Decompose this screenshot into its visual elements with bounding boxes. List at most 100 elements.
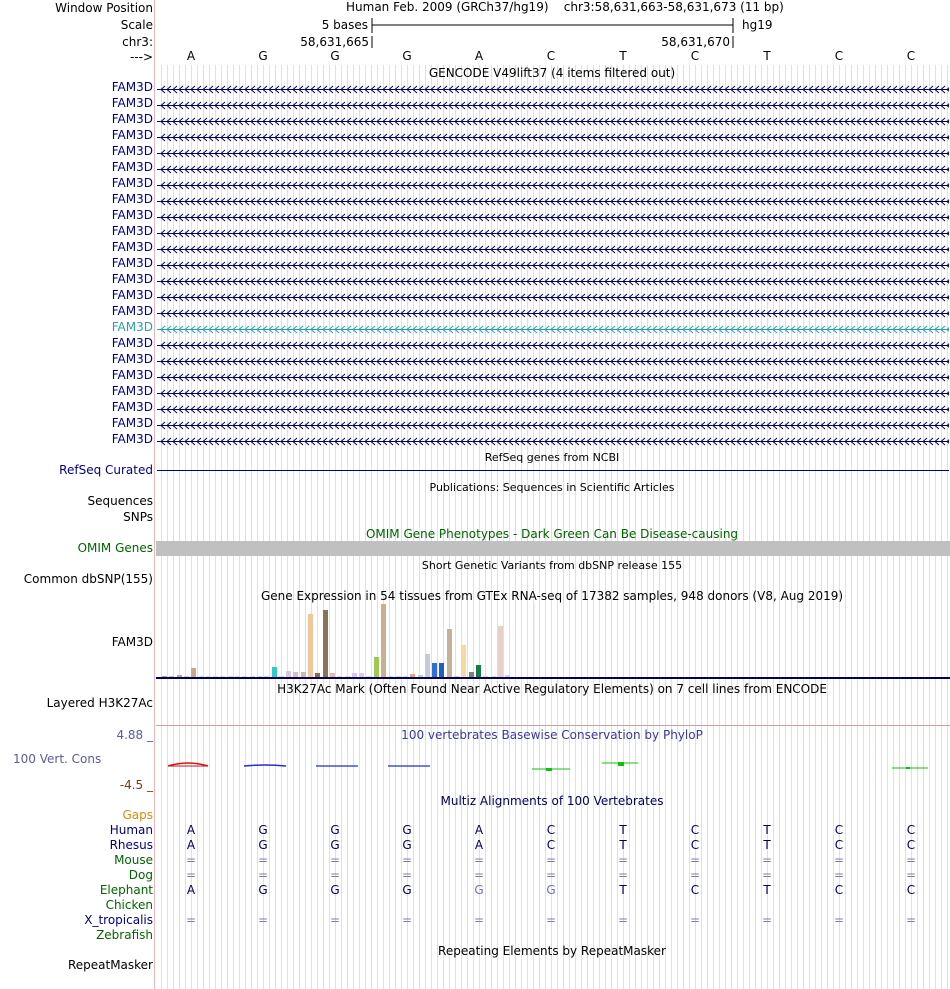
gencode-gene-label[interactable]: FAM3D [111,192,153,206]
gtex-tissue-bar[interactable] [417,675,423,677]
gencode-gene-label[interactable]: FAM3D [111,80,153,94]
gtex-tissue-bar[interactable] [315,673,321,677]
repeatmasker-track-title[interactable]: Repeating Elements by RepeatMasker [438,944,666,958]
conservation-label[interactable]: 100 Vert. Cons [13,752,102,766]
gtex-tissue-bar[interactable] [373,657,379,677]
gencode-gene-label[interactable]: FAM3D [111,320,153,334]
gencode-gene-label[interactable]: FAM3D [111,336,153,350]
gencode-transcript[interactable] [157,403,950,414]
gtex-tissue-bar[interactable] [483,676,489,677]
gtex-chart-area[interactable] [156,604,535,678]
gtex-tissue-bar[interactable] [249,676,255,677]
species-label[interactable]: Chicken [105,898,153,912]
gtex-tissue-bar[interactable] [402,676,408,677]
gencode-gene-label[interactable]: FAM3D [111,224,153,238]
gtex-tissue-bar[interactable] [300,672,306,677]
gtex-tissue-bar[interactable] [410,674,416,677]
gencode-transcript[interactable] [157,131,950,142]
gencode-transcript[interactable] [157,307,950,318]
gencode-gene-label[interactable]: FAM3D [111,144,153,158]
gtex-tissue-bar[interactable] [475,665,481,677]
gtex-tissue-bar[interactable] [432,663,438,677]
species-label[interactable]: X_tropicalis [84,913,153,927]
gtex-tissue-bar[interactable] [381,604,386,677]
gencode-gene-label[interactable]: FAM3D [111,176,153,190]
gencode-transcript[interactable] [157,355,950,366]
gtex-tissue-bar[interactable] [454,676,459,677]
species-label[interactable]: Rhesus [109,838,153,852]
species-label[interactable]: Zebrafish [96,928,153,942]
gtex-tissue-bar[interactable] [205,676,211,677]
gencode-gene-label[interactable]: FAM3D [111,432,153,446]
gencode-transcript[interactable] [157,419,950,430]
species-label[interactable]: Dog [128,868,153,882]
refseq-track-line[interactable] [157,470,949,471]
gtex-tissue-bar[interactable] [329,673,335,677]
gtex-tissue-bar[interactable] [213,676,219,677]
gtex-tissue-bar[interactable] [468,672,474,677]
multiz-track-title[interactable]: Multiz Alignments of 100 Vertebrates [440,794,664,808]
gtex-tissue-bar[interactable] [227,676,233,677]
gencode-transcript[interactable] [157,435,950,446]
gencode-transcript[interactable] [157,339,950,350]
gtex-tissue-bar[interactable] [351,673,357,677]
gencode-transcript[interactable] [157,163,950,174]
gencode-transcript[interactable] [157,323,950,334]
gtex-tissue-bar[interactable] [220,676,226,677]
gencode-transcript[interactable] [157,147,950,158]
gtex-tissue-bar[interactable] [337,676,343,677]
gtex-tissue-bar[interactable] [497,626,503,677]
gencode-gene-label[interactable]: FAM3D [111,112,153,126]
gtex-tissue-bar[interactable] [191,668,197,677]
gtex-tissue-bar[interactable] [359,673,365,677]
publications-snps-label[interactable]: SNPs [123,510,153,524]
gencode-transcript[interactable] [157,115,950,126]
conservation-track-title[interactable]: 100 vertebrates Basewise Conservation by… [401,728,703,742]
dbsnp-track-title[interactable]: Short Genetic Variants from dbSNP releas… [421,559,683,572]
gencode-transcript[interactable] [157,179,950,190]
gencode-gene-label[interactable]: FAM3D [111,160,153,174]
gencode-gene-label[interactable]: FAM3D [111,368,153,382]
gtex-tissue-bar[interactable] [293,672,299,677]
omim-feature-bar[interactable] [156,541,950,556]
gencode-gene-label[interactable]: FAM3D [111,304,153,318]
gtex-tissue-bar[interactable] [278,676,284,677]
dbsnp-label[interactable]: Common dbSNP(155) [23,572,153,586]
publications-track-title[interactable]: Publications: Sequences in Scientific Ar… [429,481,675,494]
gencode-gene-label[interactable]: FAM3D [111,256,153,270]
omim-label[interactable]: OMIM Genes [77,541,153,555]
publications-sequences-label[interactable]: Sequences [87,494,153,508]
gencode-transcript[interactable] [157,291,950,302]
gencode-transcript[interactable] [157,99,950,110]
gencode-transcript[interactable] [157,195,950,206]
gencode-transcript[interactable] [157,275,950,286]
gtex-tissue-bar[interactable] [264,676,270,677]
gencode-transcript[interactable] [157,259,950,270]
gencode-gene-label[interactable]: FAM3D [111,96,153,110]
gtex-gene-label[interactable]: FAM3D [111,635,153,649]
gtex-tissue-bar[interactable] [344,676,350,677]
conservation-plot[interactable] [156,754,950,778]
gtex-tissue-bar[interactable] [242,676,248,677]
h3k27ac-label[interactable]: Layered H3K27Ac [46,696,153,710]
gencode-gene-label[interactable]: FAM3D [111,384,153,398]
gencode-transcript[interactable] [157,243,950,254]
gtex-tissue-bar[interactable] [388,676,394,677]
gtex-tissue-bar[interactable] [505,675,511,677]
gtex-tissue-bar[interactable] [183,676,189,677]
gencode-gene-label[interactable]: FAM3D [111,288,153,302]
gencode-gene-label[interactable]: FAM3D [111,240,153,254]
gencode-gene-label[interactable]: FAM3D [111,128,153,142]
gencode-gene-label[interactable]: FAM3D [111,352,153,366]
refseq-track-title[interactable]: RefSeq genes from NCBI [484,451,620,464]
omim-track-title[interactable]: OMIM Gene Phenotypes - Dark Green Can Be… [365,527,739,541]
refseq-label[interactable]: RefSeq Curated [59,463,153,477]
h3k27ac-track-title[interactable]: H3K27Ac Mark (Often Found Near Active Re… [277,682,827,696]
gencode-gene-label[interactable]: FAM3D [111,416,153,430]
gtex-tissue-bar[interactable] [271,667,277,677]
gtex-tissue-bar[interactable] [162,676,167,677]
species-label[interactable]: Human [109,823,153,837]
gencode-transcript[interactable] [157,83,950,94]
gtex-track-title[interactable]: Gene Expression in 54 tissues from GTEx … [260,589,844,603]
gtex-tissue-bar[interactable] [461,645,467,677]
